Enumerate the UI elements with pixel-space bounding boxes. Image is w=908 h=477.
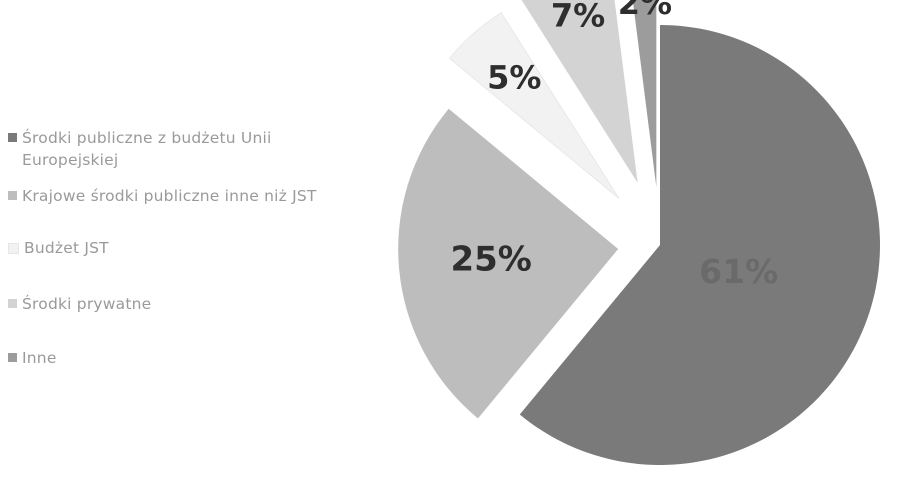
data-label: 7%: [551, 0, 605, 34]
legend-swatch: [8, 243, 19, 254]
data-label: 5%: [487, 59, 541, 97]
legend-item-private: Środki prywatne: [8, 293, 352, 315]
legend-swatch: [8, 299, 17, 308]
pie-data-labels: 61% 25% 5% 7% 2%: [450, 0, 778, 291]
legend-label: Budżet JST: [24, 239, 109, 257]
legend-label: Środki prywatne: [22, 295, 152, 313]
slice-jst-budget: [448, 12, 620, 199]
data-label: 2%: [618, 0, 672, 22]
data-label: 61%: [699, 252, 778, 291]
legend-swatch: [8, 133, 17, 142]
legend-swatch: [8, 353, 17, 362]
legend-item-jst-budget: Budżet JST: [8, 237, 354, 259]
slice-national-public: [398, 108, 619, 419]
legend-swatch: [8, 191, 17, 200]
legend-label: Krajowe środki publiczne inne niż JST: [22, 187, 317, 205]
data-label: 25%: [450, 239, 531, 279]
legend-item-other: Inne: [8, 347, 352, 369]
slice-private: [521, 0, 638, 183]
slice-other: [632, 0, 657, 188]
legend-label: Środki publiczne z budżetu Unii Europejs…: [22, 129, 272, 169]
legend-item-national-public: Krajowe środki publiczne inne niż JST: [8, 185, 352, 207]
pie-slices: [398, 0, 880, 465]
slice-eu-funds: [519, 25, 880, 465]
legend-label: Inne: [22, 349, 57, 367]
legend-item-eu-funds: Środki publiczne z budżetu Unii Europejs…: [8, 127, 352, 171]
